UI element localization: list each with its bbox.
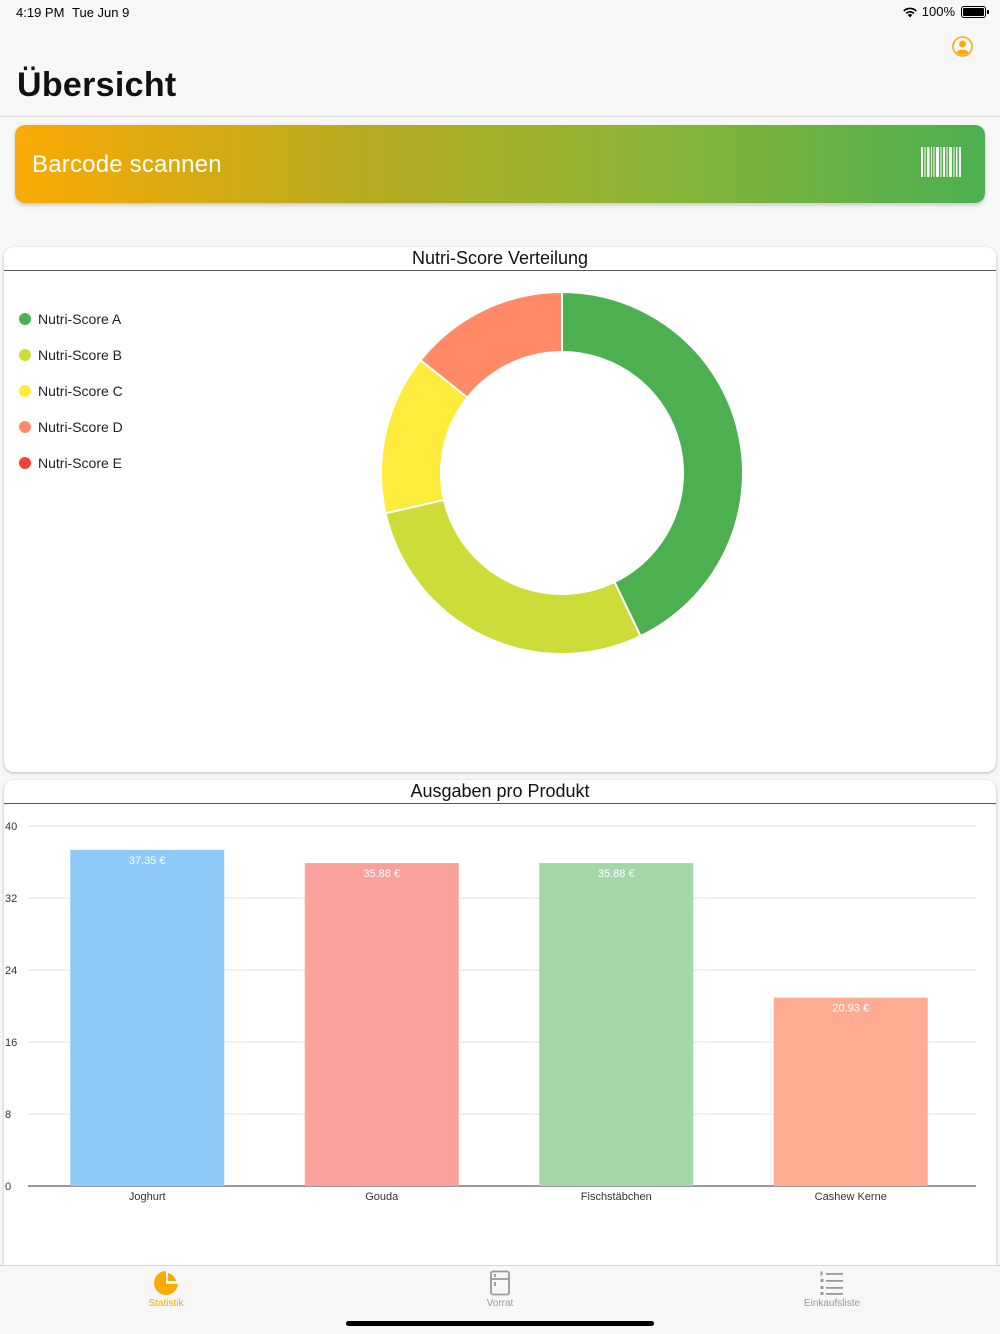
legend-dot-e [19, 457, 31, 469]
fridge-icon [490, 1270, 510, 1296]
y-tick-label: 8 [5, 1109, 11, 1121]
bar-data-label: 37.35 € [129, 855, 166, 867]
x-tick-label: Gouda [365, 1191, 399, 1203]
legend-label-a: Nutri-Score A [38, 311, 122, 327]
donut-slice-nutri-score-b [384, 498, 642, 655]
tab-label-einkaufsliste: Einkaufsliste [803, 1298, 861, 1309]
x-tick-label: Cashew Kerne [815, 1191, 887, 1203]
legend-item-e: Nutri-Score E [18, 445, 123, 481]
list-icon [820, 1271, 843, 1295]
pie-chart-icon [154, 1271, 178, 1295]
y-tick-label: 40 [5, 821, 17, 833]
bar-joghurt [70, 849, 225, 1186]
bar-data-label: 35.88 € [598, 868, 635, 880]
bar-data-label: 35.88 € [363, 868, 400, 880]
person-circle-icon[interactable] [952, 36, 973, 57]
nutri-score-card: Nutri-Score Verteilung Nutri-Score A Nut… [4, 247, 996, 772]
tab-einkaufsliste[interactable]: Einkaufsliste [772, 1266, 892, 1316]
wifi-icon [902, 7, 917, 17]
x-tick-label: Joghurt [129, 1191, 166, 1203]
scan-barcode-button[interactable]: Barcode scannen [15, 125, 985, 203]
status-bar: 4:19 PM Tue Jun 9 100% [0, 0, 1000, 24]
page-title: Übersicht [17, 66, 177, 104]
donut-slice-nutri-score-a [561, 290, 744, 638]
nutri-score-title: Nutri-Score Verteilung [4, 247, 996, 271]
legend-dot-d [19, 421, 31, 433]
battery-icon [961, 5, 989, 18]
legend-label-e: Nutri-Score E [38, 455, 123, 471]
legend-item-c: Nutri-Score C [18, 373, 123, 409]
barcode-icon [921, 147, 961, 177]
bar-cashew-kerne [773, 997, 928, 1186]
tab-label-vorrat: Vorrat [486, 1298, 514, 1309]
y-tick-label: 24 [5, 965, 17, 977]
legend-dot-a [19, 313, 31, 325]
home-indicator [346, 1321, 654, 1326]
status-indicators: 100% [902, 4, 989, 19]
bar-fischstäbchen [539, 863, 694, 1186]
y-tick-label: 32 [5, 893, 17, 905]
tab-vorrat[interactable]: Vorrat [440, 1266, 560, 1316]
status-time: 4:19 PM [16, 5, 65, 20]
spending-card: Ausgaben pro Produkt 0 8 16 24 32 40 37.35 € Jo… [4, 780, 996, 1270]
tab-label-statistik: Statistik [148, 1298, 184, 1309]
legend-label-d: Nutri-Score D [38, 419, 123, 435]
x-tick-label: Fischstäbchen [581, 1191, 652, 1203]
y-tick-label: 0 [5, 1181, 11, 1193]
tab-bar: Statistik Vorrat Einkaufsliste [0, 1265, 1000, 1334]
legend-item-d: Nutri-Score D [18, 409, 123, 445]
legend-label-b: Nutri-Score B [38, 347, 123, 363]
header-divider [0, 116, 1000, 117]
legend-dot-c [19, 385, 31, 397]
legend-dot-b [19, 349, 31, 361]
status-date: Tue Jun 9 [72, 5, 130, 20]
y-tick-label: 16 [5, 1037, 17, 1049]
bar-data-label: 20.93 € [832, 1003, 869, 1015]
legend-label-c: Nutri-Score C [38, 383, 123, 399]
tab-statistik[interactable]: Statistik [106, 1266, 226, 1316]
nutri-score-donut-chart [380, 290, 744, 655]
bar-gouda [304, 863, 459, 1186]
legend-item-b: Nutri-Score B [18, 337, 123, 373]
donut-slice-nutri-score-d [419, 290, 563, 399]
spending-title: Ausgaben pro Produkt [4, 780, 996, 804]
battery-percent: 100% [921, 4, 955, 19]
legend-item-a: Nutri-Score A [18, 301, 123, 337]
spending-bar-chart: 0 8 16 24 32 40 37.35 € Joghurt 35.88 € Gouda 35.8… [5, 821, 976, 1203]
scan-barcode-label: Barcode scannen [32, 151, 222, 178]
nutri-score-legend: Nutri-Score A Nutri-Score B Nutri-Score … [18, 301, 123, 481]
